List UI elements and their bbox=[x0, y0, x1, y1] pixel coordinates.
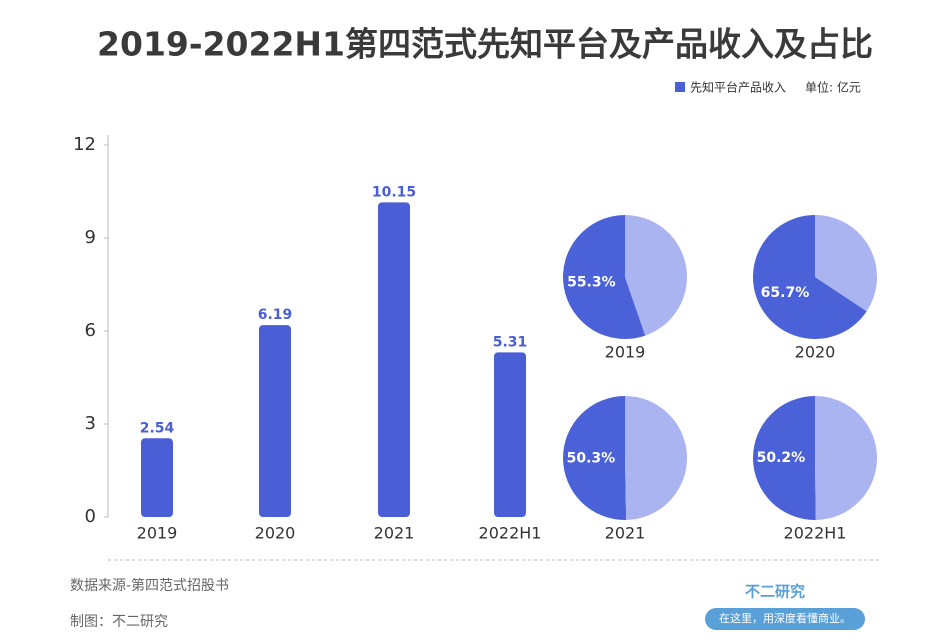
pie-title: 2022H1 bbox=[784, 524, 847, 543]
unit-label: 单位: 亿元 bbox=[805, 80, 861, 95]
y-tick-label: 12 bbox=[73, 134, 96, 155]
pie-slice bbox=[625, 215, 687, 336]
y-tick-label: 0 bbox=[85, 506, 96, 527]
bar bbox=[141, 438, 173, 517]
pie-label: 55.3% bbox=[567, 275, 616, 291]
value-label: 5.31 bbox=[493, 334, 528, 350]
pie-slice bbox=[563, 396, 627, 521]
pie-slice bbox=[625, 396, 688, 520]
pie-title: 2019 bbox=[605, 343, 646, 362]
y-tick-label: 6 bbox=[85, 320, 96, 341]
bar bbox=[378, 202, 410, 517]
pie-title: 2021 bbox=[605, 524, 646, 543]
x-tick-label: 2020 bbox=[255, 524, 296, 543]
pie-label: 50.3% bbox=[567, 450, 616, 466]
value-label: 10.15 bbox=[372, 184, 416, 200]
pie-slice bbox=[753, 215, 867, 339]
x-tick-label: 2019 bbox=[137, 524, 178, 543]
pie-title: 2020 bbox=[795, 343, 836, 362]
y-tick-label: 3 bbox=[85, 413, 96, 434]
bar bbox=[259, 325, 291, 517]
y-tick-label: 9 bbox=[85, 227, 96, 248]
pie-slice bbox=[563, 215, 646, 340]
slogan-pill bbox=[705, 608, 865, 630]
x-tick-label: 2022H1 bbox=[479, 524, 542, 543]
x-tick-label: 2021 bbox=[374, 524, 415, 543]
legend-swatch bbox=[675, 82, 685, 92]
value-label: 6.19 bbox=[258, 307, 293, 323]
pie-label: 50.2% bbox=[757, 450, 806, 466]
pie-slice bbox=[815, 396, 878, 520]
pie-slice bbox=[753, 396, 816, 520]
maker-note: 制图：不二研究 bbox=[70, 614, 168, 630]
bar bbox=[494, 352, 526, 517]
brand: 不二研究 bbox=[745, 583, 805, 601]
slogan: 在这里，用深度看懂商业。 bbox=[719, 611, 851, 625]
source-note: 数据来源-第四范式招股书 bbox=[70, 577, 229, 594]
value-label: 2.54 bbox=[140, 420, 175, 436]
pie-slice bbox=[815, 215, 877, 312]
legend-label: 先知平台产品收入 bbox=[690, 80, 786, 95]
pie-label: 65.7% bbox=[761, 285, 810, 301]
chart-title: 2019-2022H1第四范式先知平台及产品收入及占比 bbox=[97, 25, 873, 64]
